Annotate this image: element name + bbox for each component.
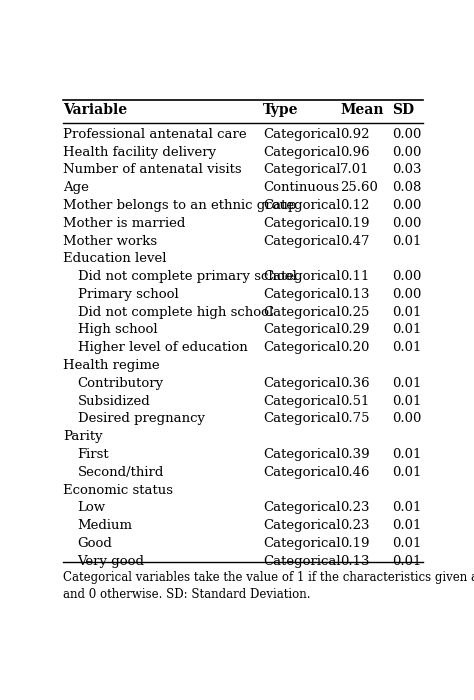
Text: Medium: Medium [78, 519, 133, 532]
Text: Subsidized: Subsidized [78, 395, 150, 407]
Text: Categorical: Categorical [263, 519, 341, 532]
Text: 0.01: 0.01 [392, 466, 421, 479]
Text: Categorical: Categorical [263, 412, 341, 426]
Text: Second/third: Second/third [78, 466, 164, 479]
Text: Primary school: Primary school [78, 288, 178, 301]
Text: Desired pregnancy: Desired pregnancy [78, 412, 205, 426]
Text: 0.00: 0.00 [392, 217, 421, 230]
Text: Parity: Parity [63, 430, 102, 443]
Text: 0.92: 0.92 [340, 128, 370, 141]
Text: Categorical: Categorical [263, 537, 341, 550]
Text: 0.47: 0.47 [340, 234, 370, 248]
Text: 0.01: 0.01 [392, 306, 421, 318]
Text: 0.29: 0.29 [340, 323, 370, 337]
Text: Professional antenatal care: Professional antenatal care [63, 128, 246, 141]
Text: Health regime: Health regime [63, 359, 160, 372]
Text: Categorical: Categorical [263, 234, 341, 248]
Text: Categorical: Categorical [263, 217, 341, 230]
Text: 0.01: 0.01 [392, 377, 421, 390]
Text: 0.00: 0.00 [392, 199, 421, 212]
Text: Variable: Variable [63, 103, 127, 117]
Text: Economic status: Economic status [63, 484, 173, 496]
Text: Categorical: Categorical [263, 199, 341, 212]
Text: 0.01: 0.01 [392, 323, 421, 337]
Text: Age: Age [63, 181, 89, 194]
Text: 0.19: 0.19 [340, 537, 370, 550]
Text: 0.39: 0.39 [340, 448, 370, 461]
Text: 0.12: 0.12 [340, 199, 370, 212]
Text: Number of antenatal visits: Number of antenatal visits [63, 163, 242, 176]
Text: 0.46: 0.46 [340, 466, 370, 479]
Text: 0.51: 0.51 [340, 395, 370, 407]
Text: Categorical: Categorical [263, 341, 341, 354]
Text: 0.00: 0.00 [392, 412, 421, 426]
Text: 0.08: 0.08 [392, 181, 421, 194]
Text: 0.13: 0.13 [340, 288, 370, 301]
Text: Mother works: Mother works [63, 234, 157, 248]
Text: 0.00: 0.00 [392, 288, 421, 301]
Text: 0.96: 0.96 [340, 146, 370, 159]
Text: Very good: Very good [78, 554, 145, 568]
Text: Good: Good [78, 537, 112, 550]
Text: 0.75: 0.75 [340, 412, 370, 426]
Text: Categorical: Categorical [263, 448, 341, 461]
Text: Categorical variables take the value of 1 if the characteristics given are true
: Categorical variables take the value of … [63, 571, 474, 601]
Text: 0.00: 0.00 [392, 128, 421, 141]
Text: Categorical: Categorical [263, 466, 341, 479]
Text: Categorical: Categorical [263, 128, 341, 141]
Text: 0.01: 0.01 [392, 234, 421, 248]
Text: 0.25: 0.25 [340, 306, 370, 318]
Text: 0.01: 0.01 [392, 537, 421, 550]
Text: 0.01: 0.01 [392, 501, 421, 514]
Text: Health facility delivery: Health facility delivery [63, 146, 216, 159]
Text: 0.13: 0.13 [340, 554, 370, 568]
Text: Mother is married: Mother is married [63, 217, 185, 230]
Text: Categorical: Categorical [263, 501, 341, 514]
Text: 0.23: 0.23 [340, 519, 370, 532]
Text: Mother belongs to an ethnic group: Mother belongs to an ethnic group [63, 199, 296, 212]
Text: 0.00: 0.00 [392, 270, 421, 283]
Text: Education level: Education level [63, 252, 166, 265]
Text: Categorical: Categorical [263, 395, 341, 407]
Text: 0.01: 0.01 [392, 395, 421, 407]
Text: 0.01: 0.01 [392, 448, 421, 461]
Text: Continuous: Continuous [263, 181, 339, 194]
Text: High school: High school [78, 323, 157, 337]
Text: Categorical: Categorical [263, 306, 341, 318]
Text: First: First [78, 448, 109, 461]
Text: 0.23: 0.23 [340, 501, 370, 514]
Text: Categorical: Categorical [263, 554, 341, 568]
Text: Categorical: Categorical [263, 163, 341, 176]
Text: 25.60: 25.60 [340, 181, 378, 194]
Text: Categorical: Categorical [263, 323, 341, 337]
Text: Categorical: Categorical [263, 270, 341, 283]
Text: 0.01: 0.01 [392, 341, 421, 354]
Text: Categorical: Categorical [263, 146, 341, 159]
Text: 0.19: 0.19 [340, 217, 370, 230]
Text: Did not complete high school: Did not complete high school [78, 306, 273, 318]
Text: Contributory: Contributory [78, 377, 164, 390]
Text: Categorical: Categorical [263, 377, 341, 390]
Text: 0.01: 0.01 [392, 519, 421, 532]
Text: 7.01: 7.01 [340, 163, 370, 176]
Text: 0.11: 0.11 [340, 270, 370, 283]
Text: Mean: Mean [340, 103, 384, 117]
Text: SD: SD [392, 103, 414, 117]
Text: 0.00: 0.00 [392, 146, 421, 159]
Text: Higher level of education: Higher level of education [78, 341, 247, 354]
Text: Low: Low [78, 501, 106, 514]
Text: 0.03: 0.03 [392, 163, 421, 176]
Text: 0.36: 0.36 [340, 377, 370, 390]
Text: 0.01: 0.01 [392, 554, 421, 568]
Text: Categorical: Categorical [263, 288, 341, 301]
Text: 0.20: 0.20 [340, 341, 370, 354]
Text: Did not complete primary school: Did not complete primary school [78, 270, 297, 283]
Text: Type: Type [263, 103, 299, 117]
